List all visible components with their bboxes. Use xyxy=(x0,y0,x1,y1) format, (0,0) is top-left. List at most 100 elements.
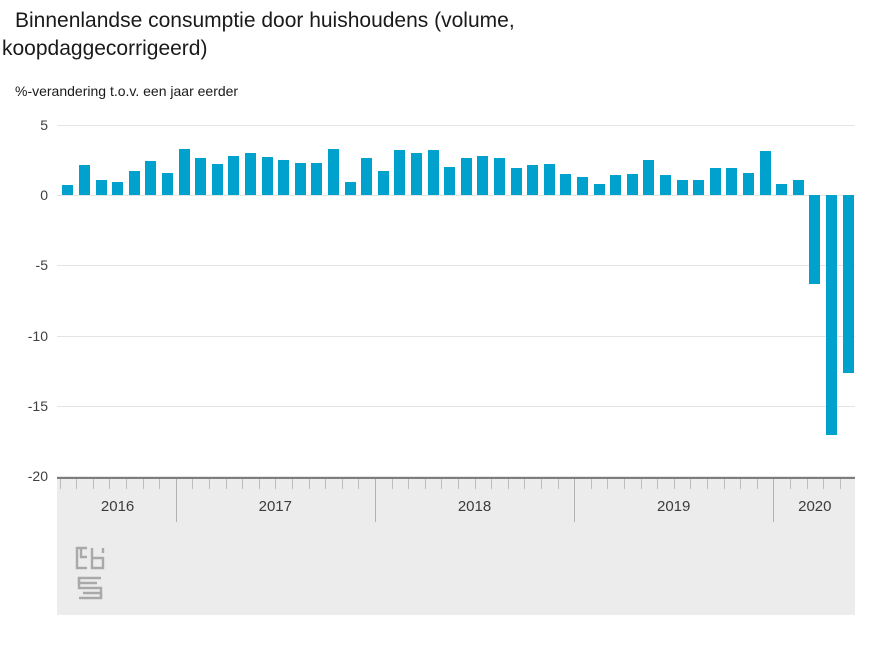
y-axis-label--10: -10 xyxy=(27,327,48,344)
bar-aug-2019[interactable] xyxy=(693,179,705,195)
month-tick xyxy=(291,479,293,489)
bar-apr-2018[interactable] xyxy=(427,150,439,195)
month-tick xyxy=(491,479,493,489)
month-tick xyxy=(657,479,659,489)
bar-feb-2019[interactable] xyxy=(593,183,605,195)
bar-jul-2016[interactable] xyxy=(78,165,90,195)
bar-okt-2017[interactable] xyxy=(327,148,339,195)
bar-mrt-2017[interactable] xyxy=(211,164,223,195)
bar-okt-2016[interactable] xyxy=(128,171,140,195)
month-tick xyxy=(76,479,78,489)
bar-okt-2019[interactable] xyxy=(726,168,738,195)
bar-dec-2016[interactable] xyxy=(161,172,173,195)
bar-jul-2018[interactable] xyxy=(477,155,489,195)
bar-apr-2020[interactable] xyxy=(825,195,837,436)
x-axis-year-label-2017: 2017 xyxy=(258,498,292,515)
month-tick xyxy=(557,479,559,489)
bar-aug-2018[interactable] xyxy=(493,158,505,195)
bar-dec-2018[interactable] xyxy=(560,173,572,195)
bar-jul-2019[interactable] xyxy=(676,179,688,195)
bar-mrt-2018[interactable] xyxy=(410,152,422,195)
bar-feb-2020[interactable] xyxy=(792,179,804,195)
month-tick xyxy=(441,479,443,489)
bar-apr-2019[interactable] xyxy=(626,173,638,195)
bar-nov-2018[interactable] xyxy=(543,164,555,195)
month-tick xyxy=(109,479,111,489)
month-tick xyxy=(524,479,526,489)
bar-mrt-2019[interactable] xyxy=(610,175,622,195)
bar-jan-2019[interactable] xyxy=(576,176,588,195)
month-tick xyxy=(424,479,426,489)
x-axis-year-label-2018: 2018 xyxy=(457,498,492,515)
month-tick xyxy=(623,479,625,489)
month-tick xyxy=(789,479,791,489)
month-tick xyxy=(242,479,244,489)
bar-jun-2016[interactable] xyxy=(62,185,74,195)
month-tick xyxy=(756,479,758,489)
month-tick xyxy=(607,479,609,489)
bar-apr-2017[interactable] xyxy=(228,155,240,195)
year-separator-2019 xyxy=(574,479,576,522)
y-axis-label--5: -5 xyxy=(35,257,48,274)
bar-sep-2016[interactable] xyxy=(112,182,124,195)
gridline-y--20 xyxy=(57,476,855,477)
year-separator-2020 xyxy=(773,479,775,522)
month-tick xyxy=(540,479,542,489)
month-tick xyxy=(92,479,94,489)
chart-title-line-2: koopdaggecorrigeerd) xyxy=(2,37,208,60)
chart-title-line-1: Binnenlandse consumptie door huishoudens… xyxy=(15,9,515,32)
bar-nov-2016[interactable] xyxy=(145,161,157,195)
bar-feb-2018[interactable] xyxy=(394,150,406,195)
bar-mei-2017[interactable] xyxy=(244,152,256,195)
month-tick xyxy=(341,479,343,489)
bar-jan-2020[interactable] xyxy=(776,183,788,195)
bar-mrt-2020[interactable] xyxy=(809,195,821,284)
month-tick xyxy=(59,479,61,489)
bar-sep-2019[interactable] xyxy=(709,168,721,195)
gridline-y--10 xyxy=(57,335,855,337)
month-tick xyxy=(706,479,708,489)
month-tick xyxy=(125,479,127,489)
bar-mei-2019[interactable] xyxy=(643,159,655,195)
month-tick xyxy=(673,479,675,489)
gridline-y--5 xyxy=(57,265,855,267)
bar-sep-2017[interactable] xyxy=(311,162,323,195)
month-tick xyxy=(159,479,161,489)
bar-jan-2017[interactable] xyxy=(178,148,190,195)
month-tick xyxy=(640,479,642,489)
bar-aug-2017[interactable] xyxy=(294,162,306,195)
bar-dec-2019[interactable] xyxy=(759,151,771,195)
bar-jun-2017[interactable] xyxy=(261,157,273,195)
bar-nov-2017[interactable] xyxy=(344,182,356,195)
bar-nov-2019[interactable] xyxy=(742,172,754,195)
month-tick xyxy=(590,479,592,489)
year-separator-2017 xyxy=(175,479,177,522)
month-tick xyxy=(308,479,310,489)
month-tick xyxy=(723,479,725,489)
y-axis-label--15: -15 xyxy=(27,397,48,414)
bar-jun-2018[interactable] xyxy=(460,158,472,195)
x-axis-band: 2016 2017 2018 2019 2020 xyxy=(57,477,855,615)
month-tick xyxy=(806,479,808,489)
month-tick xyxy=(823,479,825,489)
bar-mei-2018[interactable] xyxy=(444,166,456,195)
bar-jan-2018[interactable] xyxy=(377,171,389,195)
month-tick xyxy=(740,479,742,489)
gridline-y-0 xyxy=(57,195,855,196)
month-tick xyxy=(408,479,410,489)
bar-dec-2017[interactable] xyxy=(361,158,373,195)
bar-jul-2017[interactable] xyxy=(278,159,290,195)
month-tick xyxy=(325,479,327,489)
bar-mei-2020[interactable] xyxy=(842,195,854,374)
bar-aug-2016[interactable] xyxy=(95,179,107,195)
bar-jun-2019[interactable] xyxy=(659,175,671,195)
y-axis-label-0: 0 xyxy=(40,187,48,203)
bar-sep-2018[interactable] xyxy=(510,168,522,195)
chart-unit-label: %-verandering t.o.v. een jaar eerder xyxy=(15,83,239,99)
bar-okt-2018[interactable] xyxy=(527,165,539,195)
bar-feb-2017[interactable] xyxy=(195,158,207,195)
month-tick xyxy=(457,479,459,489)
month-tick xyxy=(275,479,277,489)
month-tick xyxy=(258,479,260,489)
